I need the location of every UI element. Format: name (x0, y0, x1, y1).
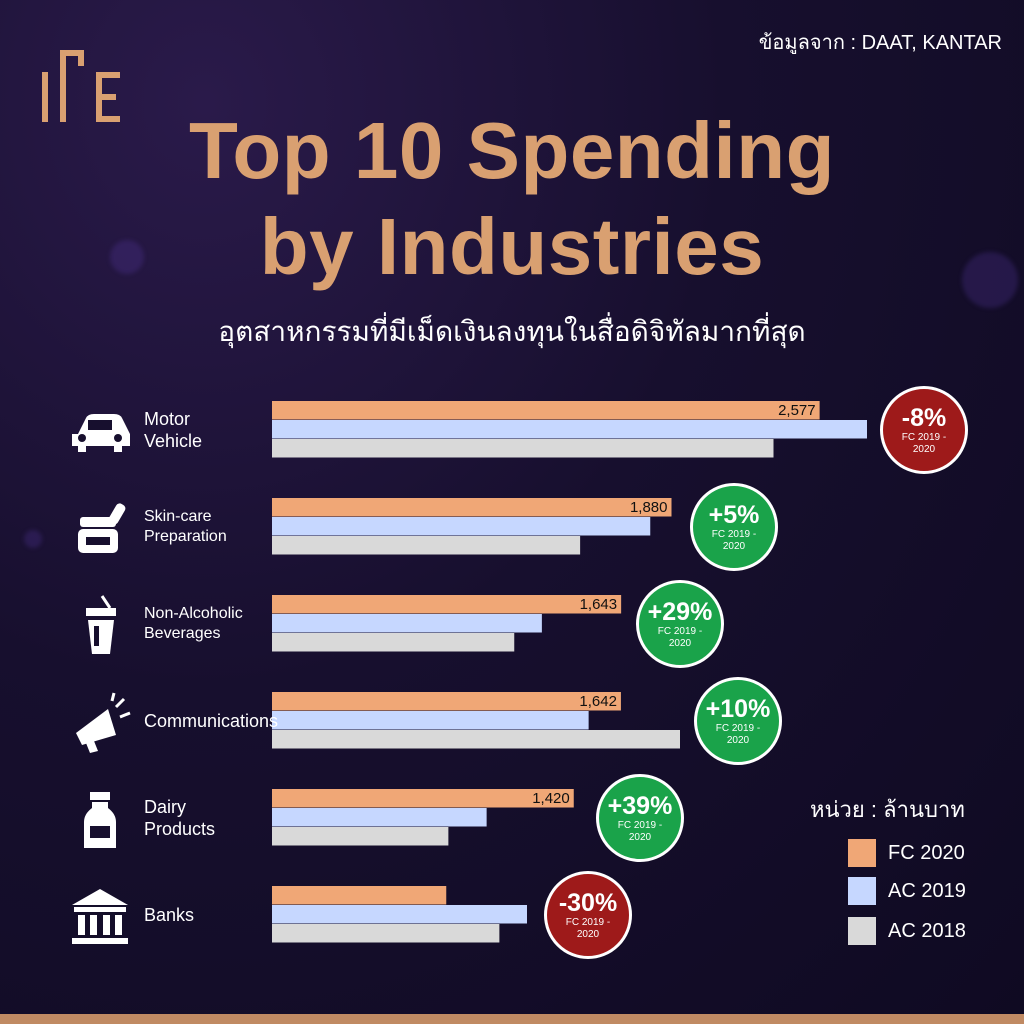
megaphone-icon (76, 692, 131, 753)
category-label-line: Vehicle (144, 431, 203, 451)
change-note: FC 2019 - 2020 (901, 431, 947, 455)
bar-ac-2018 (272, 730, 680, 749)
change-badge: -8% FC 2019 - 2020 (880, 386, 968, 474)
background-bubble (24, 530, 42, 548)
change-percent: +5% (708, 500, 760, 529)
change-percent: -30% (558, 888, 618, 917)
legend-label: FC 2020 (888, 841, 965, 864)
change-badge: +10% FC 2019 - 2020 (694, 677, 782, 765)
legend-swatch (848, 877, 876, 905)
bar-value-label: 1,643 (580, 596, 618, 613)
change-note: FC 2019 - 2020 (617, 819, 663, 843)
source-credit: ข้อมูลจาก : DAAT, KANTAR (758, 32, 1002, 54)
page-title: Top 10 Spending by Industries (0, 103, 1024, 295)
category-label-line: Banks (144, 905, 195, 925)
bar-ac-2019 (272, 905, 527, 924)
change-note: FC 2019 - 2020 (711, 528, 757, 552)
change-note: FC 2019 - 2020 (565, 916, 611, 940)
bar-value-label: 1,642 (579, 693, 617, 710)
category-label: Banks (144, 904, 194, 926)
bar-fc-2020 (272, 789, 574, 808)
bar-ac-2018 (272, 924, 500, 943)
category-label-line: Dairy (144, 797, 187, 817)
bottom-accent-bar (0, 1014, 1024, 1024)
category-label-line: Preparation (144, 528, 227, 545)
title-line-2: by Industries (259, 202, 765, 291)
milk-bottle-icon (84, 792, 116, 848)
bar-value-label: 2,577 (778, 402, 816, 419)
legend-item: AC 2018 (848, 916, 966, 946)
bar-ac-2018 (272, 439, 774, 458)
change-badge: +39% FC 2019 - 2020 (596, 774, 684, 862)
unit-label: หน่วย : ล้านบาท (810, 797, 965, 822)
bar-ac-2018 (272, 827, 449, 846)
legend-swatch (848, 917, 876, 945)
brand-logo-icon (42, 50, 120, 122)
category-label-line: Products (144, 819, 216, 839)
legend-item: FC 2020 (848, 838, 965, 868)
change-percent: +39% (607, 791, 673, 820)
legend-label: AC 2019 (888, 879, 966, 902)
change-badge: +5% FC 2019 - 2020 (690, 483, 778, 571)
category-label: Communications (144, 710, 278, 732)
legend-item: AC 2019 (848, 876, 966, 906)
category-label: Dairy Products (144, 796, 215, 840)
legend-label: AC 2018 (888, 919, 966, 942)
bar-fc-2020 (272, 498, 672, 517)
bar-value-label: 1,420 (532, 790, 570, 807)
change-percent: +29% (647, 597, 713, 626)
bank-icon (72, 889, 128, 944)
category-label: Motor Vehicle (144, 408, 202, 452)
change-note: FC 2019 - 2020 (657, 625, 703, 649)
change-percent: -8% (901, 403, 947, 432)
bar-fc-2020 (272, 886, 447, 905)
cream-jar-icon (78, 503, 126, 553)
change-percent: +10% (705, 694, 771, 723)
category-label-line: Beverages (144, 625, 221, 642)
category-label-line: Motor (144, 409, 191, 429)
bar-ac-2019 (272, 517, 651, 536)
bar-fc-2020 (272, 595, 622, 614)
bar-ac-2019 (272, 614, 542, 633)
bar-fc-2020 (272, 401, 820, 420)
bar-value-label: 1,880 (630, 499, 668, 516)
bar-ac-2019 (272, 420, 867, 439)
change-note: FC 2019 - 2020 (715, 722, 761, 746)
bar-ac-2019 (272, 711, 589, 730)
drink-cup-icon (86, 595, 116, 654)
bar-ac-2018 (272, 536, 581, 555)
change-badge: +29% FC 2019 - 2020 (636, 580, 724, 668)
category-label-line: Skin-care (144, 508, 212, 525)
page-subtitle: อุตสาหกรรมที่มีเม็ดเงินลงทุนในสื่อดิจิทั… (218, 316, 806, 347)
bar-fc-2020 (272, 692, 621, 711)
category-label: Skin-care Preparation (144, 507, 227, 547)
bar-ac-2019 (272, 808, 487, 827)
category-label-line: Non-Alcoholic (144, 605, 243, 622)
background-bubble (962, 252, 1018, 308)
category-label: Non-Alcoholic Beverages (144, 604, 243, 644)
bar-ac-2018 (272, 633, 515, 652)
change-badge: -30% FC 2019 - 2020 (544, 871, 632, 959)
title-line-1: Top 10 Spending (188, 106, 835, 195)
background-bubble (110, 240, 144, 274)
car-icon (72, 414, 130, 452)
legend-swatch (848, 839, 876, 867)
category-label-line: Communications (144, 711, 279, 731)
